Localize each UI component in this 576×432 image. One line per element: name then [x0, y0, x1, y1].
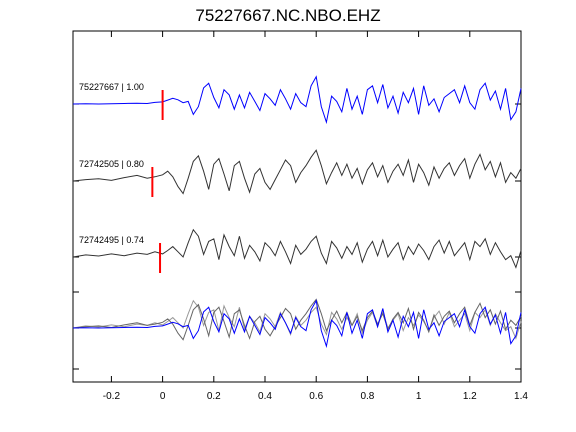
- trace-label: 72742495 | 0.74: [79, 235, 144, 245]
- x-tick-label: 1.4: [514, 391, 528, 402]
- trace-label: 75227667 | 1.00: [79, 82, 144, 92]
- trace-line: [72, 149, 522, 195]
- x-tick-label: 0.6: [309, 391, 323, 402]
- overlay-trace-line: [72, 299, 522, 349]
- x-tick-label: 1.2: [463, 391, 477, 402]
- x-tick-label: 1: [416, 391, 422, 402]
- x-tick-label: 0.8: [360, 391, 374, 402]
- overlay-trace-line: [72, 299, 522, 340]
- x-tick-label: 0: [160, 391, 166, 402]
- chart-title: 75227667.NC.NBO.EHZ: [195, 6, 381, 25]
- trace-line: [72, 75, 522, 125]
- x-tick-label: 0.4: [258, 391, 272, 402]
- x-tick-label: 0.2: [207, 391, 221, 402]
- trace-label: 72742505 | 0.80: [79, 159, 144, 169]
- trace-line: [72, 228, 522, 269]
- plot-frame: [72, 30, 522, 383]
- x-tick-label: -0.2: [103, 391, 121, 402]
